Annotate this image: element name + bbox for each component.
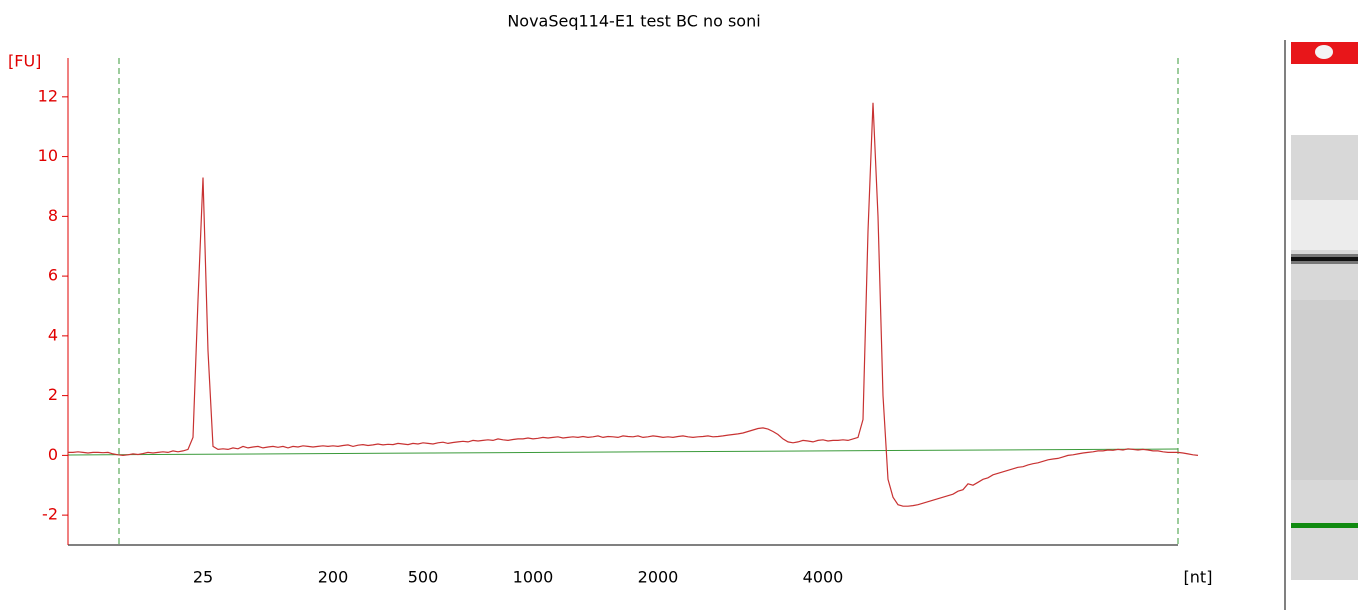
y-tick-label: 8 <box>48 206 58 225</box>
gel-band <box>1291 257 1358 261</box>
gel-light-zone <box>1291 200 1358 250</box>
trace <box>68 102 1199 507</box>
y-tick-label: 0 <box>48 445 58 464</box>
y-tick-label: 6 <box>48 266 58 285</box>
y-axis-label: [FU] <box>8 52 41 71</box>
x-tick-label: 4000 <box>803 568 844 587</box>
x-tick-label: 25 <box>193 568 213 587</box>
y-tick-label: 2 <box>48 385 58 404</box>
y-tick-label: 4 <box>48 325 58 344</box>
x-tick-label: 200 <box>318 568 349 587</box>
chart-title: NovaSeq114-E1 test BC no soni <box>507 12 760 31</box>
gel-lane <box>1284 40 1358 610</box>
x-tick-label: 1000 <box>513 568 554 587</box>
x-axis-label: [nt] <box>1184 568 1213 587</box>
x-tick-label: 2000 <box>638 568 679 587</box>
baseline <box>67 448 1179 456</box>
x-tick-label: 500 <box>408 568 439 587</box>
y-tick-label: 12 <box>38 86 58 105</box>
gel-smear <box>1291 300 1358 480</box>
gel-marker-band <box>1291 523 1358 528</box>
y-tick-label: 10 <box>38 146 58 165</box>
y-tick-label: -2 <box>42 505 58 524</box>
gel-spot <box>1315 45 1333 59</box>
